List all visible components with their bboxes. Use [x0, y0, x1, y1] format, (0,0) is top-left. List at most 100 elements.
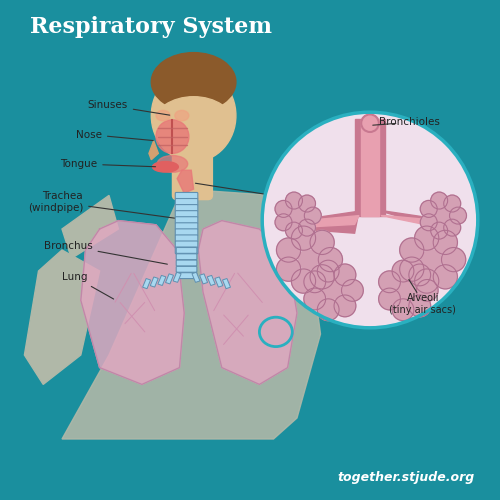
- FancyBboxPatch shape: [176, 266, 197, 272]
- Text: Bronchus: Bronchus: [44, 241, 168, 264]
- Circle shape: [290, 208, 304, 222]
- Circle shape: [430, 192, 448, 209]
- Circle shape: [444, 195, 460, 212]
- Polygon shape: [142, 278, 150, 288]
- Ellipse shape: [157, 156, 188, 172]
- Polygon shape: [354, 119, 386, 216]
- FancyBboxPatch shape: [176, 272, 197, 278]
- Circle shape: [275, 214, 292, 231]
- Text: Sinuses: Sinuses: [88, 100, 170, 115]
- Circle shape: [276, 238, 300, 262]
- Circle shape: [318, 260, 339, 282]
- Circle shape: [422, 250, 442, 270]
- Ellipse shape: [152, 52, 236, 112]
- Polygon shape: [295, 211, 359, 233]
- Circle shape: [442, 248, 466, 272]
- Polygon shape: [81, 220, 184, 384]
- FancyBboxPatch shape: [176, 241, 198, 248]
- Circle shape: [361, 114, 379, 132]
- Circle shape: [392, 299, 414, 320]
- Circle shape: [318, 248, 342, 272]
- Polygon shape: [177, 170, 194, 194]
- Ellipse shape: [156, 120, 189, 154]
- Circle shape: [430, 222, 448, 239]
- FancyBboxPatch shape: [172, 149, 212, 200]
- Circle shape: [304, 271, 326, 292]
- Ellipse shape: [156, 110, 170, 121]
- Text: Lung: Lung: [62, 272, 114, 299]
- Text: Bronchioles: Bronchioles: [379, 116, 440, 126]
- Text: Tongue: Tongue: [60, 159, 156, 169]
- Text: Alveoli
(tiny air sacs): Alveoli (tiny air sacs): [390, 293, 456, 314]
- Circle shape: [318, 299, 339, 320]
- FancyBboxPatch shape: [176, 235, 198, 242]
- Circle shape: [436, 208, 450, 222]
- Circle shape: [444, 219, 460, 236]
- Circle shape: [298, 219, 316, 236]
- FancyBboxPatch shape: [176, 260, 197, 266]
- FancyBboxPatch shape: [176, 192, 198, 199]
- FancyBboxPatch shape: [176, 210, 198, 218]
- Polygon shape: [198, 220, 297, 384]
- Circle shape: [334, 295, 356, 317]
- Circle shape: [414, 269, 439, 293]
- Polygon shape: [62, 196, 118, 258]
- Circle shape: [414, 226, 439, 250]
- Ellipse shape: [152, 70, 236, 162]
- Polygon shape: [215, 277, 223, 287]
- Circle shape: [433, 230, 458, 254]
- Circle shape: [276, 257, 300, 281]
- Circle shape: [400, 238, 424, 262]
- Polygon shape: [158, 276, 166, 285]
- Ellipse shape: [152, 162, 178, 172]
- FancyBboxPatch shape: [176, 247, 198, 254]
- Text: Respiratory System: Respiratory System: [30, 16, 272, 38]
- Circle shape: [409, 264, 430, 286]
- Circle shape: [298, 195, 316, 212]
- FancyBboxPatch shape: [176, 204, 198, 212]
- Circle shape: [392, 260, 414, 282]
- Polygon shape: [222, 278, 230, 288]
- Polygon shape: [150, 277, 158, 287]
- Text: together.stjude.org: together.stjude.org: [338, 471, 475, 484]
- Text: Nose: Nose: [76, 130, 153, 140]
- Polygon shape: [207, 276, 215, 285]
- Circle shape: [409, 295, 430, 317]
- Circle shape: [292, 269, 316, 293]
- Text: Trachea
(windpipe): Trachea (windpipe): [28, 191, 174, 218]
- Circle shape: [298, 250, 318, 270]
- Circle shape: [310, 264, 334, 289]
- Polygon shape: [381, 211, 445, 229]
- Ellipse shape: [154, 96, 234, 152]
- Polygon shape: [192, 272, 200, 282]
- Circle shape: [420, 214, 437, 231]
- Polygon shape: [200, 274, 207, 284]
- Circle shape: [292, 226, 316, 250]
- Circle shape: [286, 222, 302, 239]
- Circle shape: [420, 200, 437, 218]
- Circle shape: [398, 282, 416, 300]
- Circle shape: [342, 280, 363, 301]
- Text: Pharynx: Pharynx: [196, 183, 320, 204]
- Polygon shape: [24, 250, 100, 384]
- Polygon shape: [62, 191, 320, 439]
- Circle shape: [400, 257, 424, 281]
- Circle shape: [310, 230, 334, 254]
- FancyBboxPatch shape: [176, 254, 197, 260]
- Polygon shape: [149, 141, 158, 160]
- FancyBboxPatch shape: [176, 248, 197, 254]
- Circle shape: [416, 280, 438, 301]
- Circle shape: [262, 112, 478, 328]
- Circle shape: [304, 288, 326, 310]
- Circle shape: [433, 264, 458, 289]
- Circle shape: [286, 192, 302, 209]
- FancyBboxPatch shape: [176, 198, 198, 205]
- Circle shape: [304, 207, 322, 224]
- Polygon shape: [381, 216, 445, 228]
- Polygon shape: [166, 274, 173, 284]
- Circle shape: [334, 264, 356, 286]
- FancyBboxPatch shape: [176, 229, 198, 235]
- Circle shape: [378, 288, 400, 310]
- FancyBboxPatch shape: [176, 223, 198, 230]
- Circle shape: [378, 271, 400, 292]
